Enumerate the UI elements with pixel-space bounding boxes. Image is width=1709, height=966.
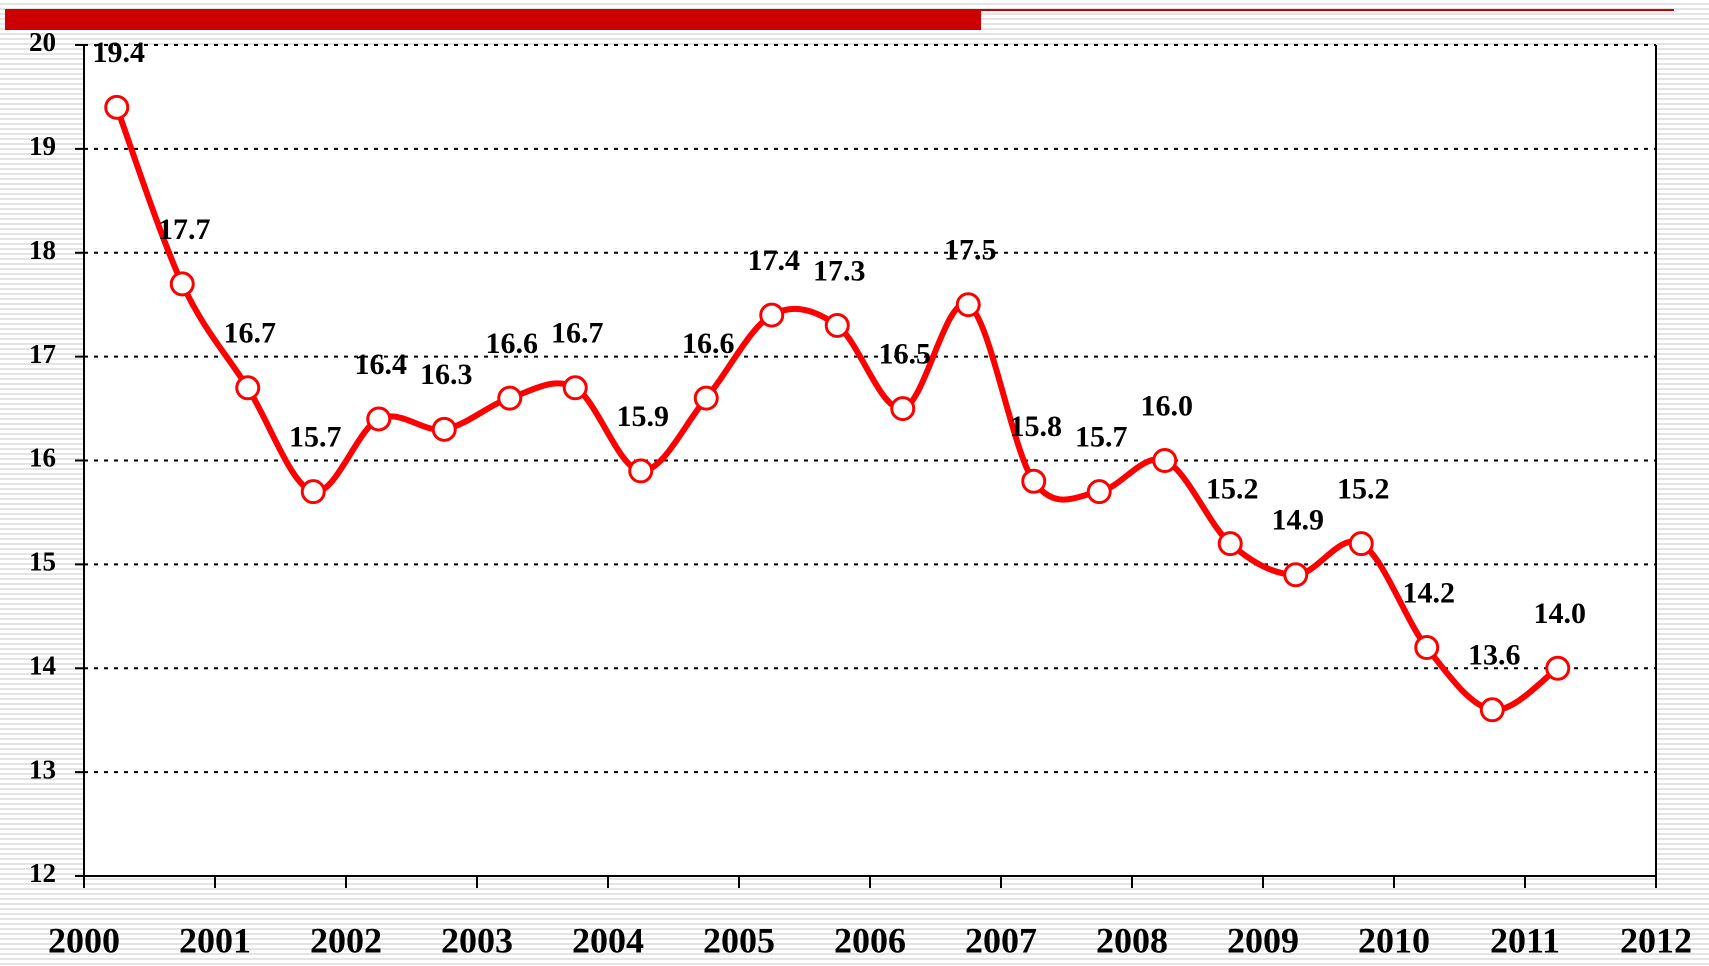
marker bbox=[300, 479, 326, 505]
y-tick-label: 17 bbox=[29, 339, 56, 369]
marker bbox=[235, 375, 261, 401]
plot-area bbox=[84, 45, 1656, 876]
data-label: 17.7 bbox=[158, 213, 211, 246]
data-label: 15.8 bbox=[1010, 410, 1063, 443]
x-tick-label: 2001 bbox=[179, 920, 251, 960]
marker bbox=[1348, 531, 1374, 557]
x-tick-label: 2010 bbox=[1358, 920, 1430, 960]
data-label: 13.6 bbox=[1468, 639, 1521, 672]
y-tick-label: 19 bbox=[29, 131, 56, 161]
data-label: 16.7 bbox=[224, 317, 277, 350]
data-label: 15.9 bbox=[617, 400, 670, 433]
marker bbox=[759, 302, 785, 328]
data-label: 15.2 bbox=[1206, 472, 1259, 505]
x-tick-label: 2005 bbox=[703, 920, 775, 960]
y-tick-label: 18 bbox=[29, 235, 56, 265]
marker bbox=[497, 385, 523, 411]
x-tick-label: 2007 bbox=[965, 920, 1037, 960]
y-tick-label: 14 bbox=[29, 650, 56, 680]
x-tick-label: 2002 bbox=[310, 920, 382, 960]
x-tick-label: 2009 bbox=[1227, 920, 1299, 960]
marker bbox=[1414, 634, 1440, 660]
data-label: 17.4 bbox=[748, 244, 801, 277]
marker bbox=[1283, 562, 1309, 588]
y-tick-label: 12 bbox=[29, 858, 56, 888]
x-tick-label: 2000 bbox=[48, 920, 120, 960]
data-label: 15.7 bbox=[1075, 421, 1128, 454]
data-label: 16.4 bbox=[355, 348, 408, 381]
marker bbox=[104, 94, 130, 120]
data-label: 16.6 bbox=[486, 327, 539, 360]
x-tick-label: 2004 bbox=[572, 920, 644, 960]
marker bbox=[824, 312, 850, 338]
marker bbox=[366, 406, 392, 432]
x-tick-label: 2003 bbox=[441, 920, 513, 960]
marker bbox=[1545, 655, 1571, 681]
marker bbox=[169, 271, 195, 297]
marker bbox=[693, 385, 719, 411]
data-label: 19.4 bbox=[93, 36, 146, 69]
marker bbox=[562, 375, 588, 401]
x-tick-label: 2012 bbox=[1620, 920, 1692, 960]
data-label: 17.3 bbox=[813, 254, 866, 287]
header-bar bbox=[5, 9, 981, 30]
marker bbox=[1479, 697, 1505, 723]
marker bbox=[955, 292, 981, 318]
y-tick-label: 16 bbox=[29, 443, 56, 473]
data-label: 14.0 bbox=[1534, 597, 1587, 630]
data-label: 16.7 bbox=[551, 317, 604, 350]
data-label: 16.3 bbox=[420, 358, 473, 391]
marker bbox=[1152, 448, 1178, 473]
x-tick-label: 2008 bbox=[1096, 920, 1168, 960]
data-label: 16.6 bbox=[682, 327, 735, 360]
y-tick-label: 15 bbox=[29, 547, 56, 577]
data-label: 14.9 bbox=[1272, 504, 1325, 537]
marker bbox=[1217, 531, 1243, 557]
x-tick-label: 2011 bbox=[1490, 920, 1560, 960]
marker bbox=[1086, 479, 1112, 505]
marker bbox=[890, 396, 916, 422]
data-label: 16.5 bbox=[879, 337, 932, 370]
y-tick-label: 13 bbox=[29, 754, 56, 784]
data-label: 15.7 bbox=[289, 421, 342, 454]
marker bbox=[628, 458, 654, 484]
data-label: 17.5 bbox=[944, 234, 997, 267]
marker bbox=[431, 416, 457, 442]
data-label: 14.2 bbox=[1403, 576, 1456, 609]
x-tick-label: 2006 bbox=[834, 920, 906, 960]
data-label: 15.2 bbox=[1337, 472, 1390, 505]
data-label: 16.0 bbox=[1141, 389, 1194, 422]
marker bbox=[1021, 468, 1047, 494]
y-tick-label: 20 bbox=[29, 27, 56, 57]
